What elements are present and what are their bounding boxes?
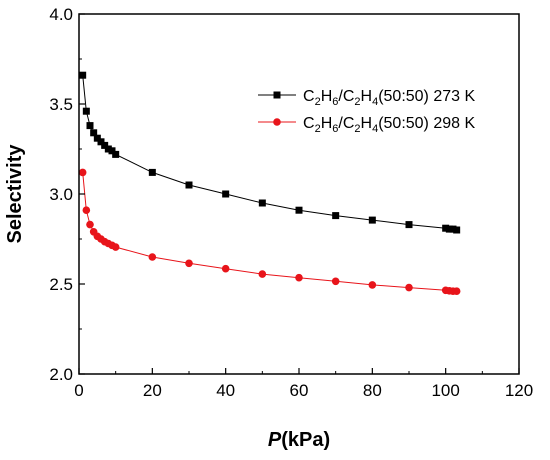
series-2-point (405, 283, 413, 292)
series-1-point (86, 122, 94, 130)
legend-label-2: C2H6/C2H4(50:50) 298 K (303, 115, 475, 135)
series-2-point (295, 273, 303, 282)
x-tick-label: 0 (74, 381, 83, 400)
x-tick-label: 40 (216, 381, 235, 400)
series-2-point (111, 243, 120, 251)
x-axis-title-symbol: P (268, 429, 282, 451)
series-1-point (332, 212, 340, 220)
x-tick-label: 80 (363, 381, 382, 400)
plot-marks (78, 71, 461, 296)
series-1-point (449, 225, 457, 233)
x-axis-title-unit: (kPa) (281, 429, 330, 451)
series-1-point (258, 199, 266, 207)
y-tick-label: 3.0 (49, 185, 73, 204)
x-tick-label: 20 (143, 381, 162, 400)
legend-marker-1 (273, 91, 281, 99)
series-1-point (79, 71, 87, 79)
plot-frame (78, 13, 520, 375)
series-1-point (108, 147, 116, 155)
y-tick-label: 3.5 (49, 95, 73, 114)
series-2-point (258, 270, 267, 278)
series-1-point (112, 150, 120, 158)
series-1-point (405, 221, 413, 229)
legend-label-1: C2H6/C2H4(50:50) 273 K (303, 88, 475, 108)
series-2-point (148, 253, 157, 261)
y-tick-label: 2.0 (49, 365, 73, 384)
series-1-point (295, 206, 303, 214)
series-2-point (368, 281, 377, 289)
y-tick-label: 2.5 (49, 275, 73, 294)
x-tick-label: 100 (431, 381, 459, 400)
series-1-point (442, 224, 450, 232)
series-1-point (82, 107, 90, 115)
series-line-2 (82, 172, 457, 292)
series-1-point (445, 225, 453, 233)
series-2-point (331, 277, 340, 286)
series-2-point (82, 206, 91, 214)
x-tick-label: 60 (290, 381, 309, 400)
series-1-point (90, 129, 98, 137)
y-tick-label: 4.0 (49, 5, 73, 24)
series-1-point (148, 168, 156, 176)
series-1-point (222, 190, 230, 198)
legend: C2H6/C2H4(50:50) 273 K C2H6/C2H4(50:50) 2… (258, 88, 475, 135)
y-axis-title: Selectivity (4, 144, 26, 244)
x-tick-label: 120 (505, 381, 533, 400)
series-2-point (78, 168, 87, 177)
series-1-point (104, 145, 112, 153)
legend-marker-2 (273, 118, 281, 126)
x-axis-title: P(kPa) (268, 429, 330, 451)
axis-ticks: 0 20 40 60 80 100 120 2.0 2.5 3.0 3.5 4.0 (49, 5, 533, 400)
series-2-point (185, 259, 193, 268)
series-2-point (86, 220, 94, 229)
series-1-point (97, 138, 105, 146)
series-1-point (368, 216, 376, 224)
series-1-point (453, 226, 461, 234)
series-2-point (221, 264, 230, 273)
series-1-point (101, 141, 109, 149)
series-1-point (185, 181, 193, 189)
series-1-point (93, 134, 101, 142)
series-2-point (452, 287, 461, 296)
